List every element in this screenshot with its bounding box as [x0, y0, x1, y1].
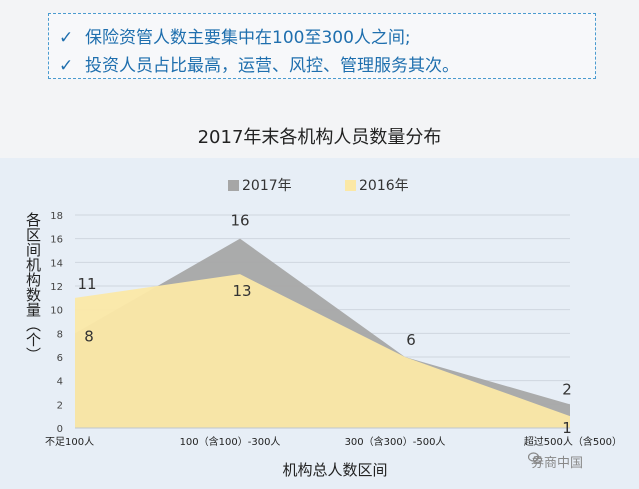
y-tick-label: 0 [57, 424, 63, 435]
x-tick-label: 100（含100）-300人 [180, 435, 281, 448]
summary-text-1: 保险资管人数主要集中在100至300人之间; [85, 28, 411, 48]
check-icon: ✓ [59, 28, 74, 48]
data-label: 8 [84, 327, 94, 345]
legend-swatch [345, 180, 356, 191]
data-label: 1 [562, 419, 572, 437]
data-label: 13 [232, 282, 251, 300]
x-tick-label: 超过500人（含500） [524, 435, 622, 448]
x-tick-label: 不足100人 [45, 436, 94, 448]
legend-label: 2016年 [359, 178, 409, 194]
x-axis-title: 机构总人数区间 [282, 461, 387, 479]
y-tick-label: 4 [57, 377, 63, 388]
y-tick-label: 10 [50, 306, 63, 317]
chart-title: 2017年末各机构人员数量分布 [197, 127, 442, 148]
watermark-text: 券商中国 [531, 456, 584, 471]
summary-line-2: ✓ 投资人员占比最高，运营、风控、管理服务其次。 [59, 51, 459, 76]
legend-label: 2017年 [242, 178, 292, 194]
y-tick-label: 18 [50, 211, 63, 222]
y-tick-label: 2 [57, 400, 63, 411]
y-tick-label: 12 [50, 282, 63, 293]
legend-swatch [228, 180, 239, 191]
data-label: 11 [77, 275, 96, 293]
y-tick-label: 8 [57, 329, 63, 340]
check-icon: ✓ [59, 56, 74, 76]
x-tick-label: 300（含300）-500人 [345, 435, 446, 448]
summary-box: ✓ 保险资管人数主要集中在100至300人之间; ✓ 投资人员占比最高，运营、风控、… [48, 13, 596, 79]
data-label: 16 [230, 212, 249, 230]
data-label: 2 [562, 380, 572, 398]
watermark: 券商中国 [528, 452, 583, 471]
y-axis-title: 各区间机构数量（个） [24, 212, 42, 362]
summary-text-2: 投资人员占比最高，运营、风控、管理服务其次。 [85, 56, 459, 76]
summary-line-1: ✓ 保险资管人数主要集中在100至300人之间; [59, 23, 411, 48]
y-tick-label: 6 [57, 353, 63, 364]
series-area-2016年 [75, 274, 570, 428]
y-tick-label: 14 [50, 258, 63, 269]
y-tick-label: 16 [50, 235, 63, 246]
data-label: 6 [406, 331, 416, 349]
